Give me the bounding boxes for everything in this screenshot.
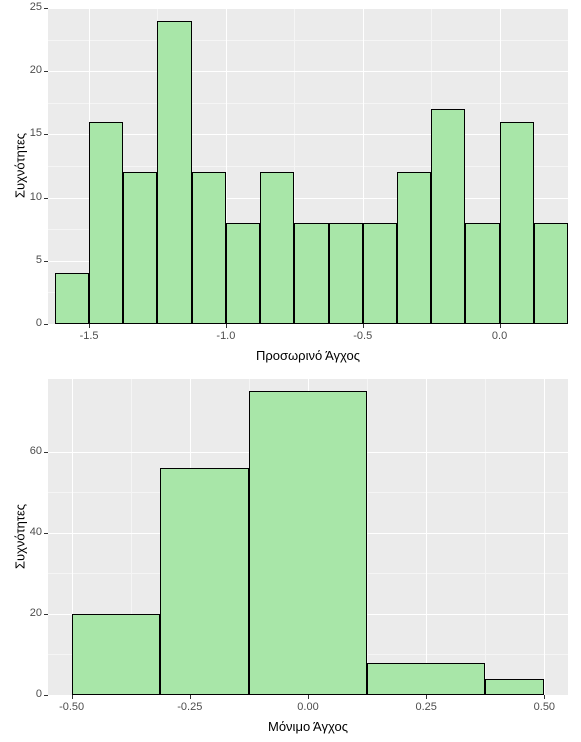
gridline-major-h xyxy=(48,71,568,72)
y-tick xyxy=(44,533,48,534)
gridline-minor-v xyxy=(485,379,486,695)
y-tick xyxy=(44,261,48,262)
y-tick xyxy=(44,198,48,199)
y-tick xyxy=(44,614,48,615)
x-tick-label: 0.0 xyxy=(485,330,515,342)
histogram-bar xyxy=(249,391,367,695)
x-tick xyxy=(363,324,364,328)
x-tick xyxy=(89,324,90,328)
histogram-bar xyxy=(123,172,157,324)
histogram-bar xyxy=(534,223,568,324)
x-tick-label: 0.00 xyxy=(293,701,323,713)
x-tick-label: 0.50 xyxy=(529,701,559,713)
histogram-bar xyxy=(192,172,226,324)
x-tick xyxy=(226,324,227,328)
y-tick xyxy=(44,8,48,9)
histogram-bar xyxy=(157,21,191,324)
y-tick-label: 20 xyxy=(30,64,42,76)
x-tick xyxy=(190,695,191,699)
histogram-bar xyxy=(329,223,363,324)
chart-panel-2: Συχνότητες Μόνιμο Άγχος 0 20 40 60 -0.50 -0.2… xyxy=(0,371,581,742)
histogram-bar xyxy=(485,679,544,695)
histogram-bar xyxy=(226,223,260,324)
x-axis-title-1: Προσωρινό Άγχος xyxy=(48,348,568,363)
y-tick-label: 5 xyxy=(36,254,42,266)
histogram-bar xyxy=(160,468,249,695)
y-tick-label: 0 xyxy=(36,317,42,329)
y-tick-label: 60 xyxy=(30,445,42,457)
histogram-bar xyxy=(294,223,328,324)
gridline-major-v xyxy=(426,379,427,695)
x-tick-label: -1.5 xyxy=(74,330,104,342)
y-tick-label: 25 xyxy=(30,1,42,13)
histogram-bar xyxy=(367,663,485,695)
histogram-bar xyxy=(260,172,294,324)
x-tick xyxy=(500,324,501,328)
x-tick xyxy=(544,695,545,699)
y-tick-label: 10 xyxy=(30,191,42,203)
y-tick-label: 0 xyxy=(36,688,42,700)
histogram-bar xyxy=(397,172,431,324)
x-axis-title-2: Μόνιμο Άγχος xyxy=(48,719,568,734)
histogram-bar xyxy=(89,122,123,324)
x-tick-label: -0.50 xyxy=(57,701,87,713)
y-tick-label: 15 xyxy=(30,127,42,139)
gridline-minor-v xyxy=(367,379,368,695)
plot-area-1 xyxy=(48,8,568,324)
y-tick xyxy=(44,452,48,453)
x-tick-label: -0.5 xyxy=(348,330,378,342)
x-tick xyxy=(426,695,427,699)
histogram-bar xyxy=(55,273,89,324)
histogram-bar xyxy=(465,223,499,324)
y-tick xyxy=(44,71,48,72)
chart-panel-1: Συχνότητες Προσωρινό Άγχος 0 5 10 15 20 25 -1.… xyxy=(0,0,581,371)
x-tick-label: -0.25 xyxy=(175,701,205,713)
y-tick xyxy=(44,134,48,135)
gridline-minor-h xyxy=(48,166,568,167)
gridline-minor-h xyxy=(48,40,568,41)
x-tick xyxy=(308,695,309,699)
histogram-bar xyxy=(431,109,465,324)
y-tick xyxy=(44,695,48,696)
x-tick-label: 0.25 xyxy=(411,701,441,713)
x-tick xyxy=(72,695,73,699)
gridline-minor-h xyxy=(48,103,568,104)
gridline-major-h xyxy=(48,134,568,135)
figure-container: Συχνότητες Προσωρινό Άγχος 0 5 10 15 20 25 -1.… xyxy=(0,0,581,742)
histogram-bar xyxy=(363,223,397,324)
gridline-major-h xyxy=(48,324,568,325)
gridline-major-h xyxy=(48,8,568,9)
plot-area-2 xyxy=(48,379,568,695)
y-axis-title-1: Συχνότητες xyxy=(13,116,28,216)
y-tick-label: 40 xyxy=(30,526,42,538)
histogram-bar xyxy=(500,122,534,324)
x-tick-label: -1.0 xyxy=(211,330,241,342)
y-axis-title-2: Συχνότητες xyxy=(13,487,28,587)
y-tick-label: 20 xyxy=(30,607,42,619)
histogram-bar xyxy=(72,614,161,695)
y-tick xyxy=(44,324,48,325)
gridline-major-v xyxy=(544,379,545,695)
